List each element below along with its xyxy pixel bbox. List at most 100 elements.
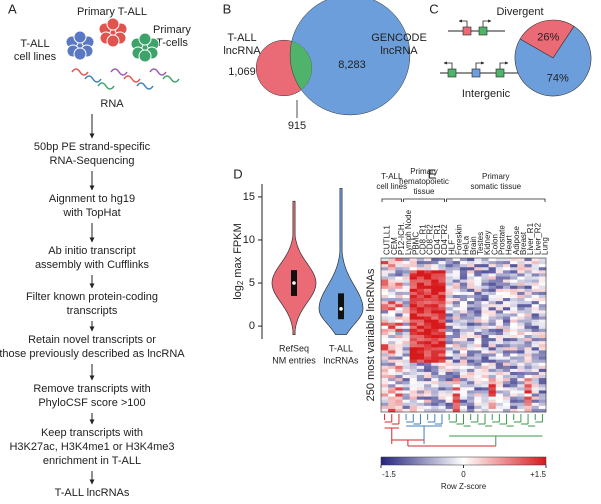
heatmap-cell: [531, 294, 540, 299]
heatmap-cell: [510, 335, 518, 339]
heatmap-cell: [409, 298, 418, 302]
heatmap-cell: [481, 291, 489, 296]
heatmap-cell: [409, 322, 418, 327]
column-label: CD8_R1: [419, 224, 428, 255]
heatmap-cell: [502, 350, 511, 354]
heatmap-cell: [388, 304, 396, 308]
heatmap-cell: [531, 270, 540, 274]
heatmap-cell: [502, 344, 511, 348]
heatmap-cell: [452, 294, 461, 299]
heatmap-cell: [445, 288, 454, 293]
heatmap-cell: [467, 273, 475, 277]
heatmap-cell: [502, 408, 511, 413]
heatmap-cell: [467, 347, 475, 351]
heatmap-cell: [467, 328, 475, 333]
heatmap-cell: [531, 408, 540, 413]
heatmap-cell: [402, 375, 410, 379]
heatmap-cell: [409, 344, 418, 348]
heatmap-cell: [488, 399, 497, 404]
heatmap-cell: [531, 341, 540, 345]
heatmap-cell: [481, 301, 489, 305]
heatmap-cell: [517, 294, 525, 299]
heatmap-cell: [395, 310, 403, 314]
heatmap-cell: [474, 393, 482, 397]
heatmap-cell: [381, 258, 389, 262]
heatmap-cell: [538, 335, 547, 339]
heatmap-cell: [424, 285, 432, 290]
step-text: Remove transcripts with: [33, 383, 150, 395]
heatmap-cell: [517, 405, 525, 410]
group-label: Primary: [482, 172, 510, 181]
heatmap-cell: [474, 301, 482, 305]
rna-icon: [149, 68, 167, 76]
heatmap-cell: [502, 307, 511, 311]
heatmap-cell: [381, 347, 389, 351]
heatmap-cell: [388, 375, 396, 379]
heatmap-cell: [388, 338, 396, 342]
heatmap-cell: [510, 405, 518, 410]
heatmap-cell: [481, 264, 489, 268]
heatmap-cell: [431, 405, 439, 410]
heatmap-cell: [402, 393, 410, 397]
heatmap-cell: [402, 353, 410, 357]
heatmap-cell: [517, 362, 525, 367]
heatmap-cell: [381, 273, 389, 277]
heatmap-cell: [538, 291, 547, 296]
heatmap-cell: [381, 359, 389, 364]
heatmap-cell: [502, 298, 511, 302]
heatmap-cell: [474, 384, 482, 388]
heatmap-cell: [416, 405, 425, 410]
heatmap-cell: [459, 325, 468, 330]
heatmap-cell: [424, 294, 432, 299]
heatmap-cell: [502, 325, 511, 330]
heatmap-cell: [459, 335, 468, 339]
y-axis-label: 250 most variable lncRNAs: [365, 268, 377, 401]
heatmap-cell: [538, 307, 547, 311]
heatmap-cell: [416, 344, 425, 348]
heatmap-cell: [488, 408, 497, 413]
column-label: Lymph Node: [404, 209, 413, 255]
heatmap-cell: [452, 328, 461, 333]
heatmap-cell: [395, 362, 403, 367]
heatmap-cell: [459, 338, 468, 342]
heatmap-cell: [538, 288, 547, 293]
heatmap-cell: [488, 362, 497, 367]
heatmap-cell: [424, 341, 432, 345]
heatmap-cell: [424, 319, 432, 323]
heatmap-cell: [495, 276, 504, 280]
heatmap-cell: [495, 273, 504, 277]
heatmap-cell: [416, 267, 425, 271]
heatmap-cell: [395, 353, 403, 357]
heatmap-cell: [416, 285, 425, 290]
heatmap-cell: [381, 384, 389, 388]
heatmap-cell: [495, 322, 504, 327]
heatmap-cell: [416, 402, 425, 407]
heatmap-cell: [438, 270, 446, 274]
heatmap-cell: [459, 393, 468, 397]
heatmap-cell: [388, 384, 396, 388]
heatmap-cell: [510, 387, 518, 391]
heatmap-cell: [474, 362, 482, 367]
heatmap-cell: [538, 375, 547, 379]
gene-box: [495, 68, 505, 78]
gene-box: [478, 26, 488, 36]
heatmap-cell: [402, 288, 410, 293]
heatmap-cell: [531, 399, 540, 404]
heatmap-cell: [416, 353, 425, 357]
heatmap-cell: [459, 405, 468, 410]
heatmap-cell: [524, 375, 532, 379]
heatmap-cell: [538, 381, 547, 385]
heatmap-cell: [510, 307, 518, 311]
heatmap-cell: [459, 264, 468, 268]
heatmap-cell: [467, 408, 475, 413]
heatmap-cell: [388, 387, 396, 391]
heatmap-cell: [459, 408, 468, 413]
heatmap-cell: [459, 378, 468, 382]
heatmap-cell: [531, 322, 540, 327]
heatmap-cell: [495, 402, 504, 407]
heatmap-cell: [538, 273, 547, 277]
heatmap-cell: [445, 294, 454, 299]
heatmap-cell: [467, 298, 475, 302]
heatmap-cell: [459, 328, 468, 333]
heatmap-cell: [424, 393, 432, 397]
